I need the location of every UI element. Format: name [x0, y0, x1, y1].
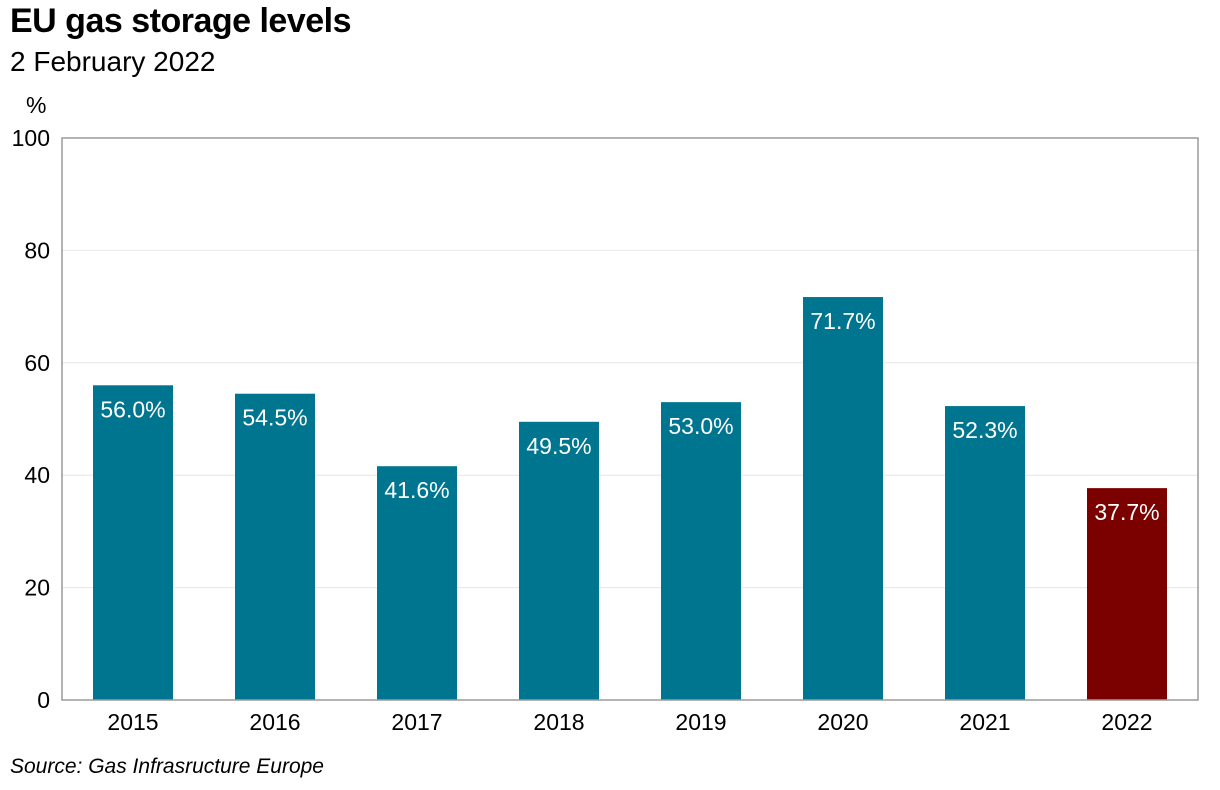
x-axis-ticks: 2015 2016 2017 2018 2019 2020 2021 2022	[107, 709, 1152, 735]
bar-2015	[93, 385, 173, 700]
data-label-2020: 71.7%	[810, 308, 875, 334]
chart-subtitle: 2 February 2022	[10, 46, 216, 77]
x-tick-label-2020: 2020	[817, 709, 868, 735]
bar-2022	[1087, 488, 1167, 700]
y-tick-label-40: 40	[24, 462, 50, 488]
y-tick-label-100: 100	[12, 125, 50, 151]
x-tick-label-2022: 2022	[1101, 709, 1152, 735]
data-label-2019: 53.0%	[668, 413, 733, 439]
y-tick-label-60: 60	[24, 350, 50, 376]
y-tick-label-0: 0	[37, 687, 50, 713]
bar-2019	[661, 402, 741, 700]
y-axis-ticks: 0 20 40 60 80 100	[12, 125, 50, 713]
x-tick-label-2016: 2016	[249, 709, 300, 735]
data-label-2022: 37.7%	[1094, 499, 1159, 525]
bar-2018	[519, 421, 599, 700]
x-tick-label-2019: 2019	[675, 709, 726, 735]
y-tick-label-80: 80	[24, 237, 50, 263]
bar-2021	[945, 406, 1025, 700]
data-labels: 56.0% 54.5% 41.6% 49.5% 53.0% 71.7% 52.3% 37.7%	[100, 308, 1159, 525]
x-tick-label-2017: 2017	[391, 709, 442, 735]
data-label-2015: 56.0%	[100, 396, 165, 422]
plot-frame	[61, 137, 1199, 701]
x-tick-label-2015: 2015	[107, 709, 158, 735]
x-tick-label-2021: 2021	[959, 709, 1010, 735]
data-label-2016: 54.5%	[242, 405, 307, 431]
data-label-2017: 41.6%	[384, 477, 449, 503]
data-label-2018: 49.5%	[526, 433, 591, 459]
bar-2016	[235, 393, 315, 700]
bars	[93, 297, 1167, 700]
bar-2017	[377, 466, 457, 700]
data-label-2021: 52.3%	[952, 417, 1017, 443]
chart-title: EU gas storage levels	[10, 2, 352, 40]
x-tick-label-2018: 2018	[533, 709, 584, 735]
source-note: Source: Gas Infrasructure Europe	[10, 755, 324, 778]
y-axis-unit-label: %	[26, 92, 46, 118]
gridlines	[62, 249, 1198, 589]
y-tick-label-20: 20	[24, 575, 50, 601]
bar-2020	[803, 297, 883, 700]
